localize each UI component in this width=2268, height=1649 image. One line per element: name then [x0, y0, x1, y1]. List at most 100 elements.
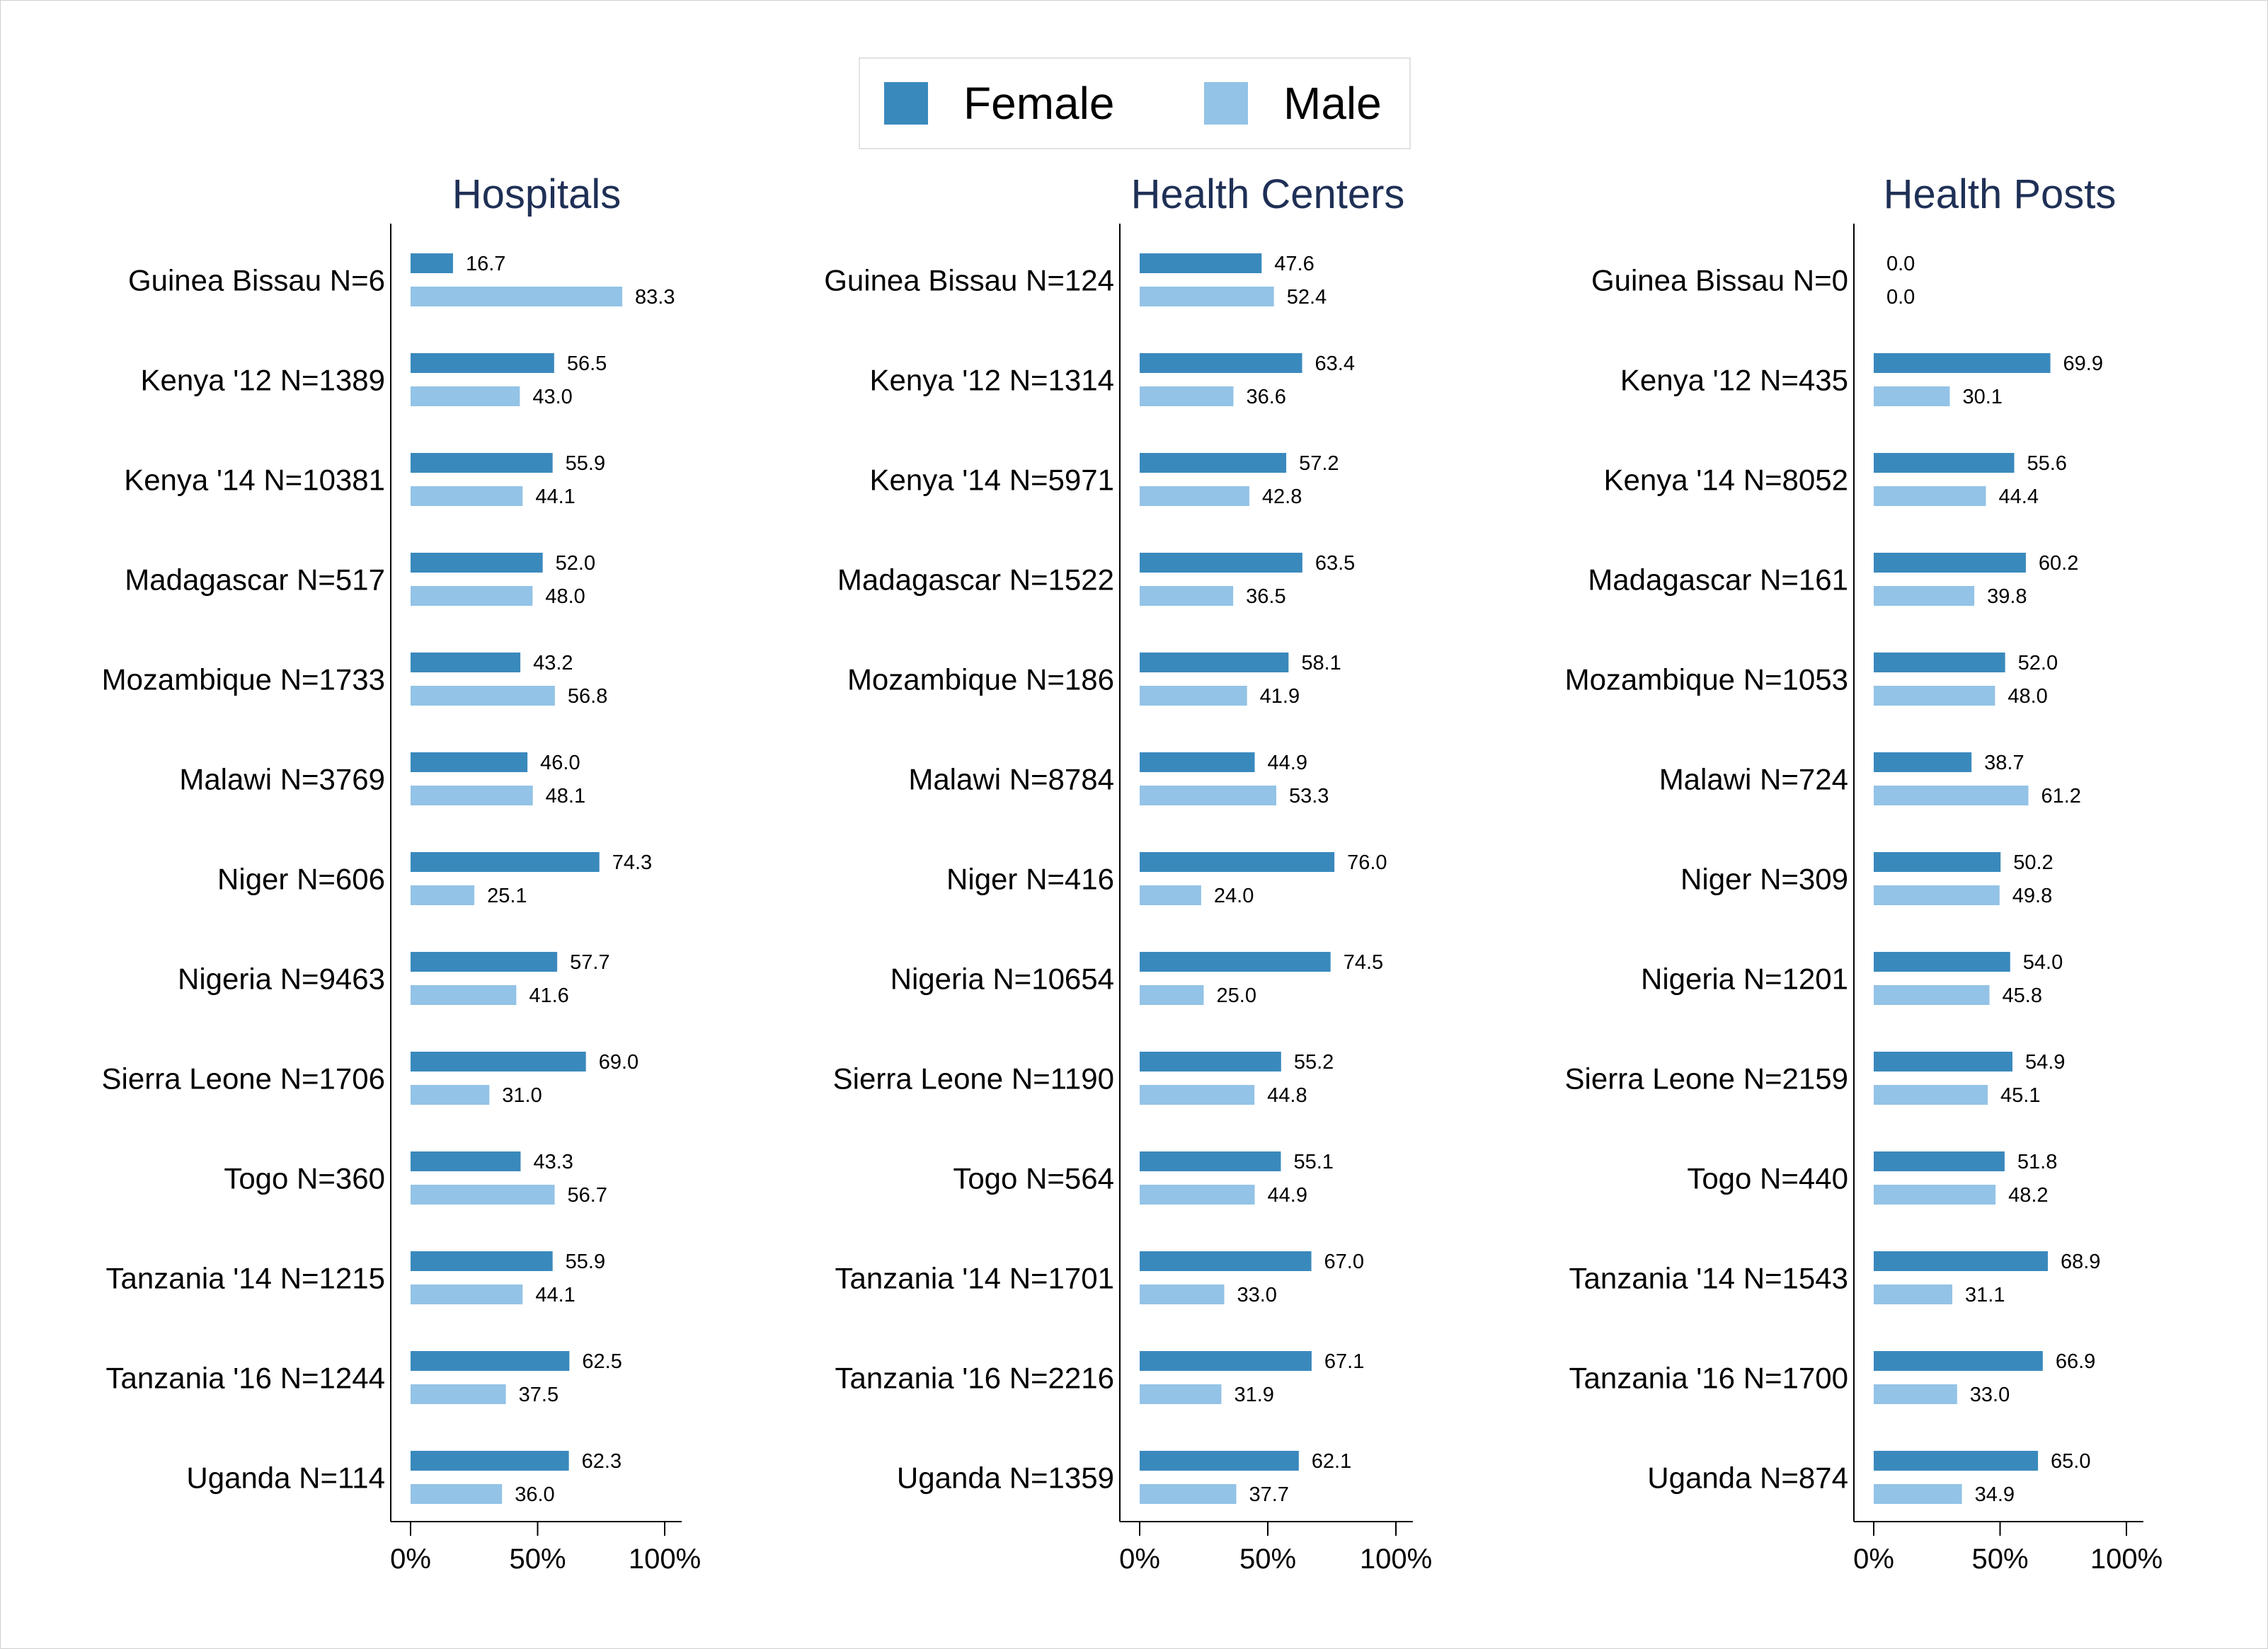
male-bar [411, 1085, 490, 1105]
male-bar [411, 1285, 523, 1304]
male-bar [1140, 985, 1204, 1005]
female-bar [411, 1451, 569, 1471]
male-bar [411, 1384, 506, 1404]
category-label: Kenya '12 N=435 [1620, 364, 1848, 397]
female-bar [1874, 453, 2015, 473]
male-bar [411, 786, 533, 805]
male-bar [1140, 1484, 1237, 1504]
female-bar [1140, 752, 1255, 772]
male-bar [1140, 586, 1234, 606]
female-value-label: 44.9 [1268, 752, 1307, 774]
category-label: Mozambique N=1053 [1565, 663, 1848, 696]
male-value-label: 31.1 [1965, 1284, 2005, 1306]
female-value-label: 54.0 [2023, 951, 2063, 974]
male-bar [1874, 486, 1986, 506]
legend-label-female: Female [963, 78, 1115, 129]
category-label: Togo N=564 [953, 1162, 1114, 1195]
female-bar [411, 353, 554, 373]
male-bar [1874, 1384, 1957, 1404]
legend-swatch-male [1204, 82, 1248, 125]
female-bar [1140, 952, 1331, 972]
category-label: Malawi N=3769 [179, 763, 385, 796]
female-value-label: 67.1 [1324, 1350, 1364, 1373]
category-label: Mozambique N=186 [847, 663, 1114, 696]
female-value-label: 50.2 [2013, 851, 2053, 874]
male-bar [1140, 885, 1201, 905]
male-value-label: 42.8 [1262, 485, 1302, 508]
male-value-label: 48.1 [546, 785, 585, 808]
x-tick-label-hospitals: 100% [629, 1544, 701, 1575]
category-label: Togo N=360 [224, 1162, 385, 1195]
female-bar [1140, 852, 1335, 872]
male-bar [1874, 985, 1990, 1005]
legend-item-male: Male [1204, 59, 1382, 148]
female-bar [1874, 353, 2051, 373]
male-value-label: 31.9 [1234, 1384, 1273, 1406]
female-value-label: 43.2 [533, 652, 573, 674]
female-value-label: 68.9 [2061, 1251, 2100, 1273]
category-label: Nigeria N=10654 [890, 963, 1114, 996]
female-value-label: 63.5 [1315, 552, 1355, 575]
male-bar [411, 985, 517, 1005]
male-value-label: 30.1 [1962, 386, 2002, 408]
female-value-label: 54.9 [2025, 1051, 2065, 1074]
female-value-label: 60.2 [2039, 552, 2078, 575]
female-bar [411, 253, 453, 273]
female-value-label: 47.6 [1274, 253, 1314, 275]
x-tick-label-health-centers: 0% [1119, 1544, 1160, 1575]
female-bar [1140, 1151, 1281, 1171]
female-value-label: 56.5 [567, 352, 607, 375]
female-value-label: 69.9 [2063, 352, 2103, 375]
male-value-label: 36.5 [1246, 585, 1285, 608]
female-bar [1140, 353, 1302, 373]
female-bar [411, 952, 558, 972]
male-value-label: 39.8 [1987, 585, 2027, 608]
legend-item-female: Female [884, 59, 1114, 148]
male-value-label: 48.0 [545, 585, 585, 608]
category-label: Guinea Bissau N=124 [824, 264, 1114, 297]
x-tick-label-health-posts: 0% [1853, 1544, 1894, 1575]
female-value-label: 63.4 [1315, 352, 1355, 375]
male-value-label: 45.1 [2000, 1084, 2040, 1107]
male-bar [1140, 1384, 1222, 1404]
male-value-label: 0.0 [1886, 286, 1915, 309]
male-value-label: 44.1 [535, 485, 575, 508]
female-value-label: 52.0 [2018, 652, 2058, 674]
female-bar [1874, 952, 2010, 972]
female-value-label: 67.0 [1324, 1251, 1364, 1273]
female-value-label: 38.7 [1984, 752, 2024, 774]
category-label: Sierra Leone N=1190 [833, 1062, 1114, 1096]
female-value-label: 74.5 [1344, 951, 1383, 974]
male-value-label: 25.1 [487, 885, 527, 907]
female-bar [1874, 752, 1972, 772]
female-bar [411, 653, 521, 672]
male-bar [1874, 786, 2029, 805]
panel-title-health-posts: Health Posts [1884, 171, 2117, 217]
female-value-label: 65.0 [2051, 1450, 2090, 1473]
male-value-label: 33.0 [1237, 1284, 1276, 1306]
female-bar [411, 852, 600, 872]
female-bar [1140, 553, 1302, 573]
category-label: Sierra Leone N=1706 [102, 1062, 385, 1096]
legend-swatch-female [884, 82, 928, 125]
category-label: Tanzania '14 N=1543 [1569, 1262, 1849, 1295]
female-bar [411, 1151, 521, 1171]
male-value-label: 52.4 [1287, 286, 1327, 309]
male-bar [1140, 386, 1234, 406]
female-bar [1874, 1151, 2005, 1171]
male-bar [411, 586, 533, 606]
male-value-label: 48.0 [2008, 685, 2047, 708]
panel-title-health-centers: Health Centers [1131, 171, 1405, 217]
x-tick-label-hospitals: 50% [509, 1544, 566, 1575]
male-bar [1140, 786, 1276, 805]
male-bar [1874, 1484, 1962, 1504]
male-value-label: 37.7 [1249, 1483, 1288, 1506]
female-bar [1874, 1351, 2043, 1371]
female-bar [1140, 1052, 1281, 1071]
male-value-label: 25.0 [1217, 984, 1256, 1007]
female-value-label: 57.2 [1299, 452, 1339, 475]
category-label: Kenya '14 N=5971 [870, 464, 1114, 497]
female-bar [1140, 1351, 1312, 1371]
male-bar [411, 1185, 555, 1205]
